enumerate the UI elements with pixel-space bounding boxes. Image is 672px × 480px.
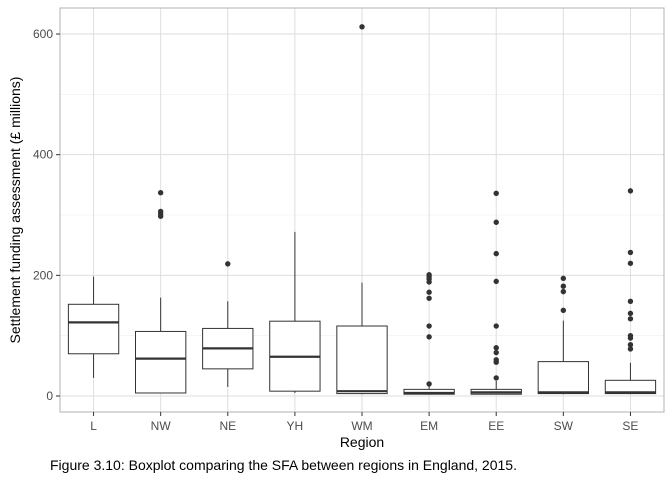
x-tick-label: SW <box>554 419 574 433</box>
outlier-point <box>560 307 567 314</box>
y-tick-label: 600 <box>33 27 53 41</box>
outlier-point <box>493 190 499 196</box>
box-ee <box>470 190 522 395</box>
outlier-point <box>627 260 634 266</box>
outlier-point <box>157 189 164 196</box>
x-tick-label: EE <box>488 419 504 433</box>
x-tick-label: L <box>90 419 97 433</box>
outlier-point <box>560 288 567 295</box>
outlier-point <box>426 295 432 301</box>
y-axis-title: Settlement funding assessment (£ million… <box>7 77 23 344</box>
y-axis-ticks: 0 200 400 600 <box>33 27 60 403</box>
box-ne <box>202 261 254 387</box>
box-yh <box>269 231 321 393</box>
outlier-point <box>493 219 499 225</box>
outlier-point <box>627 316 634 322</box>
outlier-point <box>627 332 634 339</box>
outlier-point <box>493 278 499 285</box>
outlier-point <box>627 342 634 348</box>
outlier-point <box>493 357 499 363</box>
box-iqr <box>135 330 187 394</box>
outlier-point <box>426 323 432 329</box>
outlier-point <box>493 375 499 381</box>
box-iqr <box>604 379 657 395</box>
x-axis-ticks: L NW NE YH WM EM EE SW SE <box>90 412 638 433</box>
box-sw <box>537 275 590 395</box>
outlier-point <box>157 208 164 215</box>
y-tick-label: 0 <box>46 389 53 403</box>
box-em <box>403 272 455 395</box>
box-iqr <box>537 361 590 395</box>
x-tick-label: WM <box>351 419 372 433</box>
x-axis-title: Region <box>340 434 384 450</box>
outlier-point <box>493 250 499 257</box>
outlier-point <box>560 283 567 289</box>
x-tick-label: NE <box>219 419 236 433</box>
outlier-point <box>627 249 634 256</box>
x-tick-label: EM <box>420 419 438 433</box>
grid-lines <box>60 8 664 412</box>
outlier-point <box>493 349 499 356</box>
outlier-point <box>627 346 634 352</box>
box-layer <box>67 24 657 395</box>
outlier-point <box>627 188 634 194</box>
outlier-point <box>426 289 432 295</box>
outlier-point <box>225 261 231 267</box>
y-tick-label: 400 <box>33 148 53 162</box>
outlier-point <box>426 272 432 278</box>
box-iqr <box>336 325 388 395</box>
outlier-point <box>359 24 365 30</box>
x-tick-label: YH <box>287 419 304 433</box>
outlier-point <box>426 381 432 387</box>
outlier-point <box>560 275 567 282</box>
box-nw <box>135 189 187 394</box>
box-wm <box>336 24 388 395</box>
x-tick-label: NW <box>151 419 172 433</box>
figure-caption: Figure 3.10: Boxplot comparing the SFA b… <box>50 457 517 473</box>
outlier-point <box>627 298 634 304</box>
box-se <box>604 188 657 395</box>
box-iqr <box>67 303 120 355</box>
box-iqr <box>403 388 455 395</box>
box-l <box>67 276 120 378</box>
outlier-point <box>493 323 499 329</box>
outlier-point <box>426 334 432 340</box>
outlier-point <box>493 345 499 351</box>
x-tick-label: SE <box>622 419 638 433</box>
y-tick-label: 200 <box>33 268 53 282</box>
outlier-point <box>627 310 634 317</box>
